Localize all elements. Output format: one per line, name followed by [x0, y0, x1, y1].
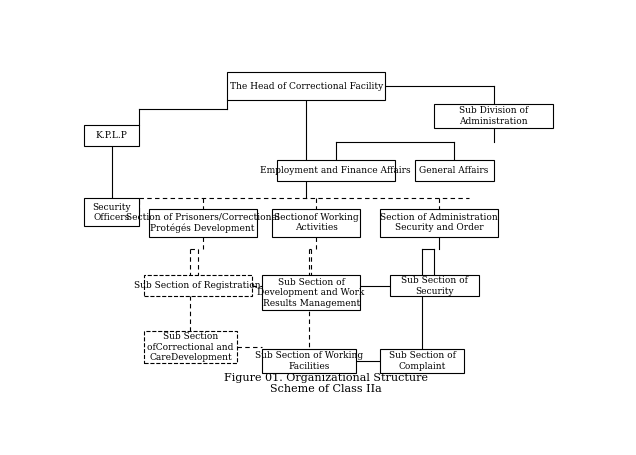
- FancyBboxPatch shape: [85, 125, 139, 146]
- Text: Security
Officers: Security Officers: [92, 202, 131, 222]
- FancyBboxPatch shape: [262, 349, 356, 374]
- FancyBboxPatch shape: [380, 349, 464, 374]
- FancyBboxPatch shape: [390, 275, 479, 296]
- Text: Sub Division of
Administration: Sub Division of Administration: [459, 106, 528, 126]
- FancyBboxPatch shape: [380, 209, 499, 237]
- FancyBboxPatch shape: [262, 275, 361, 310]
- Text: Figure 01. Organizational Structure
Scheme of Class IIa: Figure 01. Organizational Structure Sche…: [224, 373, 428, 394]
- FancyBboxPatch shape: [149, 209, 257, 237]
- Text: Sub Section of Working
Facilities: Sub Section of Working Facilities: [254, 351, 363, 371]
- FancyBboxPatch shape: [415, 160, 494, 181]
- Text: Sub Section
ofCorrectional and
CareDevelopment: Sub Section ofCorrectional and CareDevel…: [147, 332, 233, 362]
- FancyBboxPatch shape: [85, 198, 139, 226]
- Text: Sectionof Working
Activities: Sectionof Working Activities: [273, 213, 359, 233]
- FancyBboxPatch shape: [228, 72, 385, 100]
- Text: K.P.L.P: K.P.L.P: [95, 131, 127, 140]
- Text: The Head of Correctional Facility: The Head of Correctional Facility: [230, 81, 383, 91]
- FancyBboxPatch shape: [144, 331, 237, 363]
- Text: Sub Section of
Development and Work
Results Management: Sub Section of Development and Work Resu…: [258, 278, 365, 308]
- Text: Sub Section of Registration: Sub Section of Registration: [134, 281, 261, 290]
- Text: Sub Section of
Security: Sub Section of Security: [401, 276, 468, 296]
- Text: General Affairs: General Affairs: [419, 166, 489, 175]
- FancyBboxPatch shape: [144, 275, 252, 296]
- Text: Section of Prisoners/Correctional
Protégés Development: Section of Prisoners/Correctional Protég…: [126, 213, 280, 233]
- Text: Section of Administration
Security and Order: Section of Administration Security and O…: [380, 213, 498, 233]
- Text: Sub Section of
Complaint: Sub Section of Complaint: [389, 351, 455, 371]
- Text: Employment and Finance Affairs: Employment and Finance Affairs: [261, 166, 411, 175]
- FancyBboxPatch shape: [277, 160, 395, 181]
- FancyBboxPatch shape: [434, 104, 553, 128]
- FancyBboxPatch shape: [272, 209, 361, 237]
